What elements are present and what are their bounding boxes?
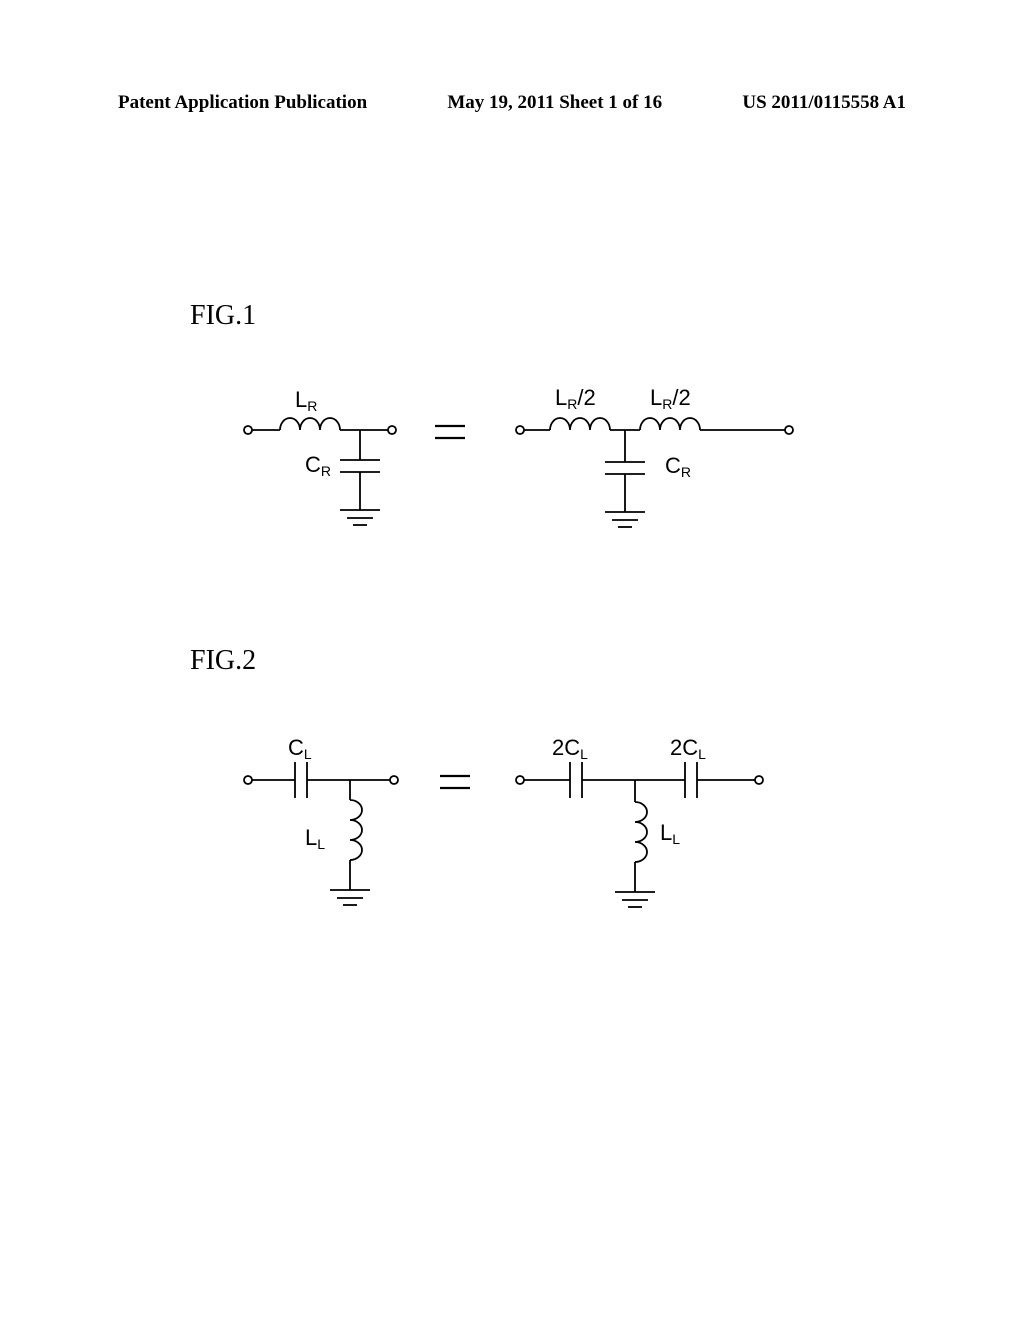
fig2-right-capacitor1-label: 2CL: [552, 735, 588, 762]
fig1-right-inductor2-label: LR/2: [650, 385, 691, 412]
fig2-label: FIG.2: [190, 645, 256, 677]
fig2-left-inductor-label: LL: [305, 825, 325, 852]
header-center: May 19, 2011 Sheet 1 of 16: [447, 92, 662, 114]
fig2-circuit: CL LL 2CL 2CL LL: [240, 740, 860, 960]
header-left: Patent Application Publication: [118, 92, 367, 114]
fig1-label: FIG.1: [190, 300, 256, 332]
fig1-left-capacitor-label: CR: [305, 452, 331, 479]
fig2-right-inductor-label: LL: [660, 820, 680, 847]
header-right: US 2011/0115558 A1: [742, 92, 906, 114]
fig1-circuit: LR CR LR/2 LR/2 CR: [240, 390, 860, 590]
fig1-right-inductor1-label: LR/2: [555, 385, 596, 412]
page-header: Patent Application Publication May 19, 2…: [0, 92, 1024, 114]
fig1-left-inductor-label: LR: [295, 387, 317, 414]
fig1-right-capacitor-label: CR: [665, 453, 691, 480]
fig2-svg: [240, 740, 860, 960]
fig2-right-capacitor2-label: 2CL: [670, 735, 706, 762]
fig2-left-capacitor-label: CL: [288, 735, 312, 762]
fig1-svg: [240, 390, 860, 590]
